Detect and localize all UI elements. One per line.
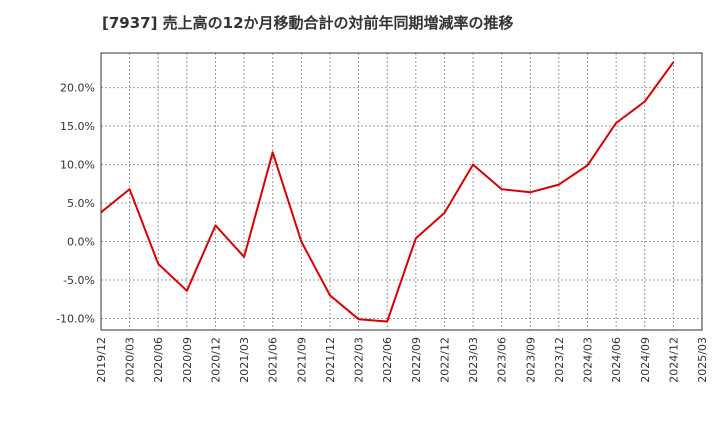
data-point [586, 164, 589, 167]
data-point [558, 183, 560, 186]
x-tick-label: 2021/09 [295, 337, 308, 383]
x-tick-label: 2024/06 [610, 337, 623, 383]
x-tick-label: 2024/12 [667, 337, 680, 383]
y-tick-label: 20.0% [60, 82, 95, 95]
data-point [615, 122, 617, 124]
x-tick-label: 2021/03 [238, 337, 251, 383]
y-tick-label: 15.0% [60, 120, 95, 133]
data-point [329, 294, 331, 297]
data-point [672, 61, 675, 64]
x-tick-label: 2024/09 [639, 337, 652, 383]
data-point [157, 263, 160, 265]
x-tick-label: 2025/03 [696, 337, 709, 383]
data-point [100, 211, 102, 214]
chart-title: [7937] 売上高の12か月移動合計の対前年同期増減率の推移 [102, 14, 514, 32]
x-tick-label: 2023/12 [553, 337, 566, 383]
y-tick-label: -5.0% [63, 274, 95, 287]
y-tick-label: 10.0% [60, 159, 95, 172]
x-tick-label: 2021/12 [324, 337, 337, 383]
data-point [214, 224, 217, 227]
x-tick-label: 2023/09 [524, 337, 537, 383]
plot-frame [100, 52, 703, 331]
data-point [357, 318, 360, 321]
x-tick-label: 2022/03 [353, 337, 366, 383]
data-point [643, 100, 646, 103]
x-tick-label: 2020/03 [124, 337, 137, 383]
x-tick-label: 2020/06 [152, 337, 165, 383]
data-point [271, 151, 274, 154]
x-tick-label: 2022/06 [381, 337, 394, 383]
data-point [415, 237, 417, 240]
x-tick-label: 2021/06 [267, 337, 280, 383]
data-point [500, 188, 503, 190]
y-tick-label: -10.0% [56, 312, 95, 325]
y-tick-label: 0.0% [67, 236, 95, 249]
x-tick-label: 2022/12 [438, 337, 451, 383]
x-tick-label: 2022/09 [410, 337, 423, 383]
x-tick-label: 2023/03 [467, 337, 480, 383]
data-point [472, 163, 474, 166]
grid-lines [100, 53, 703, 330]
x-tick-label: 2020/12 [209, 337, 222, 383]
series-group [100, 61, 675, 323]
x-tick-label: 2020/09 [181, 337, 194, 383]
x-tick-label: 2024/03 [582, 337, 595, 383]
y-axis-ticks: 20.0% 15.0% 10.0% 5.0% 0.0% -5.0% -10.0% [56, 82, 95, 326]
data-point [186, 289, 188, 292]
data-point [443, 212, 446, 214]
data-point [128, 188, 131, 190]
data-point [300, 240, 303, 243]
y-tick-label: 5.0% [67, 197, 95, 210]
x-axis-ticks: 2019/12 2020/03 2020/06 2020/09 2020/12 2021/… [95, 337, 709, 383]
data-point [243, 256, 245, 258]
x-tick-label: 2019/12 [95, 337, 108, 383]
x-tick-label: 2023/06 [496, 337, 509, 383]
data-point [529, 191, 532, 194]
data-point [386, 320, 388, 323]
